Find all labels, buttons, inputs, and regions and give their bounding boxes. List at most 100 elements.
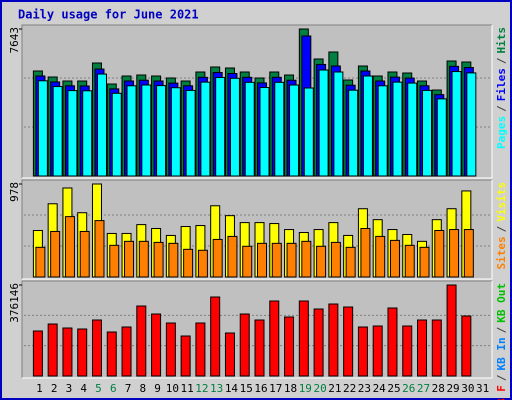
bar — [168, 242, 179, 278]
bar — [151, 313, 162, 377]
bar — [200, 81, 211, 177]
legend-separator: / — [495, 105, 508, 112]
bar — [124, 240, 135, 278]
x-tick-label: 5 — [95, 382, 102, 395]
bar — [298, 300, 309, 377]
bar — [37, 80, 48, 177]
bar — [463, 229, 474, 278]
x-tick-label: 13 — [210, 382, 223, 395]
bar — [422, 89, 433, 177]
bar — [180, 335, 191, 377]
legend-entry: Visits — [495, 182, 508, 222]
bar — [404, 244, 415, 278]
bar — [402, 325, 413, 377]
bar — [156, 85, 167, 177]
bevel-light — [22, 281, 493, 379]
bar — [64, 216, 75, 278]
legend: KB F / KB In / KB Out — [495, 283, 508, 400]
bar — [91, 319, 102, 377]
x-tick-label: 8 — [139, 382, 146, 395]
bar — [224, 332, 235, 377]
bevel-dark — [21, 24, 492, 178]
x-tick-label: 7 — [125, 382, 132, 395]
chart-title: Daily usage for June 2021 — [18, 8, 199, 22]
bar — [121, 326, 132, 377]
bar — [461, 315, 472, 377]
bar — [153, 241, 164, 278]
bar — [269, 300, 280, 377]
bar — [284, 316, 295, 377]
bar — [195, 322, 206, 377]
bar — [446, 284, 457, 377]
bar — [244, 81, 255, 177]
x-tick-label: 21 — [328, 382, 341, 395]
bar — [79, 230, 90, 278]
bar — [360, 228, 371, 278]
x-tick-label: 9 — [154, 382, 161, 395]
x-tick-label: 19 — [299, 382, 312, 395]
x-tick-label: 23 — [358, 382, 371, 395]
legend-entry: KB Out — [495, 283, 508, 323]
legend-separator: / — [495, 57, 508, 64]
x-tick-label: 17 — [269, 382, 282, 395]
bar — [274, 81, 285, 177]
legend-separator: / — [495, 326, 508, 333]
bar — [47, 323, 58, 377]
bevel-light — [22, 180, 493, 280]
legend: Sites / Visits — [495, 182, 508, 270]
legend-entry: KB F — [495, 385, 508, 400]
bar — [407, 82, 418, 177]
x-tick-label: 18 — [284, 382, 297, 395]
bar — [343, 306, 354, 377]
bar — [183, 248, 194, 278]
x-tick-label: 6 — [110, 382, 117, 395]
x-tick-label: 15 — [240, 382, 253, 395]
bar — [50, 230, 61, 278]
bevel-light — [22, 25, 493, 179]
x-tick-label: 11 — [181, 382, 194, 395]
bar — [431, 319, 442, 377]
bar — [434, 230, 445, 278]
bar — [96, 73, 107, 177]
x-tick-label: 31 — [476, 382, 489, 395]
bar — [212, 238, 223, 278]
legend-separator: / — [495, 374, 508, 381]
x-tick-label: 12 — [195, 382, 208, 395]
bar — [316, 245, 327, 278]
bar — [301, 240, 312, 278]
bar — [257, 242, 267, 278]
bar — [271, 242, 282, 278]
bar — [286, 242, 297, 278]
y-tick-label: 978 — [8, 182, 21, 202]
bar — [259, 87, 270, 177]
bar — [313, 308, 324, 377]
bar — [449, 229, 460, 278]
bar — [67, 90, 78, 177]
x-tick-label: 29 — [446, 382, 459, 395]
bar — [436, 98, 447, 177]
bar — [318, 69, 329, 177]
bar — [185, 89, 196, 177]
bar — [141, 84, 152, 177]
bar — [333, 71, 344, 177]
bar — [254, 319, 265, 377]
bar — [330, 241, 341, 278]
bar — [165, 322, 176, 377]
x-tick-label: 4 — [80, 382, 87, 395]
x-tick-label: 24 — [373, 382, 387, 395]
bar — [375, 235, 386, 278]
bar — [357, 326, 368, 377]
x-tick-label: 1 — [36, 382, 43, 395]
legend-entry: KB In — [495, 337, 508, 370]
bar — [82, 90, 93, 177]
x-tick-label: 10 — [166, 382, 179, 395]
legend-entry: Sites — [495, 236, 508, 269]
bar — [111, 92, 122, 177]
bar — [32, 330, 43, 377]
x-tick-label: 26 — [402, 382, 415, 395]
bar — [229, 77, 240, 177]
bar — [138, 240, 149, 278]
bar — [215, 77, 226, 177]
